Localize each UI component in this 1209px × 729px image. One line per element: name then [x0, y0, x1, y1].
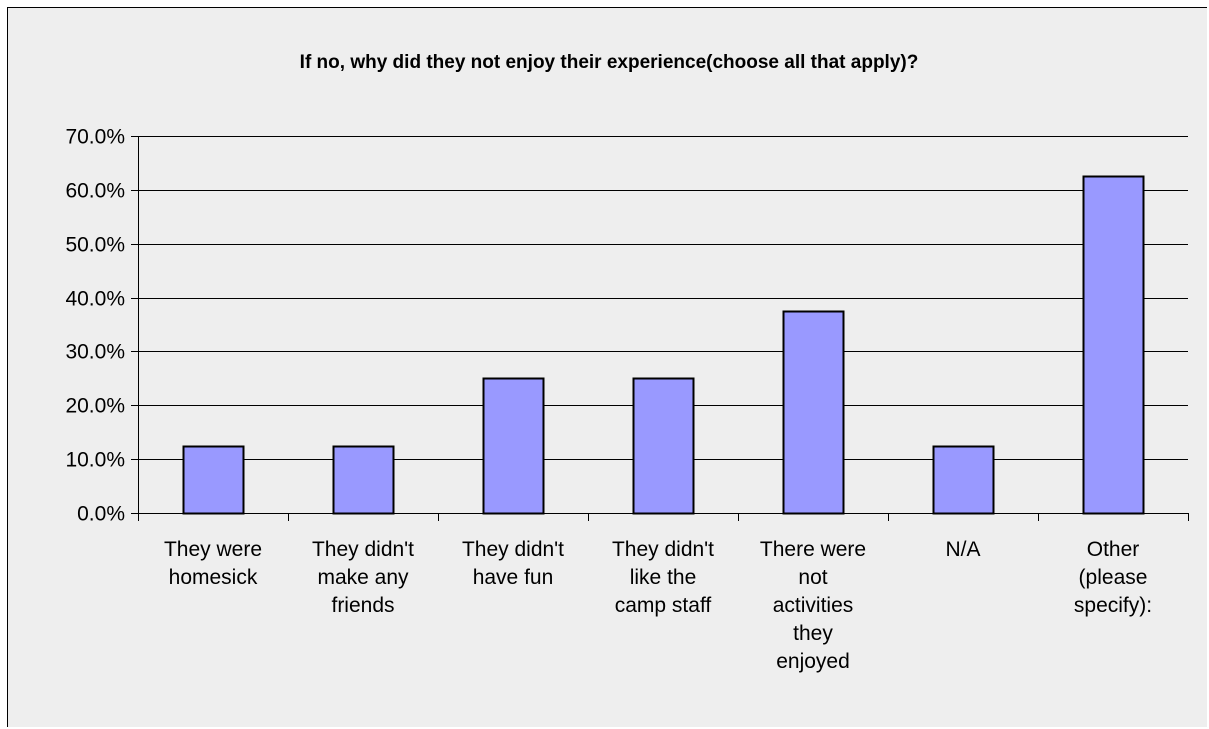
x-category-label: They didn't have fun: [462, 538, 564, 589]
y-tick-label: 70.0%: [65, 126, 125, 149]
x-category-label: They didn't like the camp staff: [612, 538, 714, 617]
chart-area: If no, why did they not enjoy their expe…: [7, 7, 1207, 727]
bar: [782, 310, 845, 515]
y-tick-label: 40.0%: [65, 288, 125, 311]
x-category-label: There were not activities they enjoyed: [760, 538, 866, 673]
x-category-label: They were homesick: [164, 538, 262, 589]
y-tick-label: 20.0%: [65, 395, 125, 418]
bar: [932, 445, 995, 515]
x-category-label: Other (please specify):: [1074, 538, 1152, 617]
bars: [182, 175, 1145, 515]
axes: [131, 136, 1189, 521]
x-category-label: They didn't make any friends: [312, 538, 414, 617]
bar: [632, 377, 695, 515]
y-tick-label: 30.0%: [65, 341, 125, 364]
y-tick-label: 10.0%: [65, 449, 125, 472]
gridlines: [138, 136, 1188, 460]
y-tick-label: 60.0%: [65, 180, 125, 203]
x-category-label: N/A: [945, 538, 980, 561]
bar-chart: If no, why did they not enjoy their expe…: [65, 52, 1189, 673]
bar: [182, 445, 245, 515]
bar: [332, 445, 395, 515]
y-tick-label: 0.0%: [77, 503, 125, 526]
bar: [482, 377, 545, 515]
chart-title: If no, why did they not enjoy their expe…: [300, 52, 919, 73]
bar: [1082, 175, 1145, 515]
y-tick-label: 50.0%: [65, 234, 125, 257]
y-axis-tick-labels: 0.0% 10.0% 20.0% 30.0% 40.0% 50.0% 60.0% 70.0%: [65, 126, 125, 526]
x-axis-category-labels: They were homesick They didn't make any frie…: [164, 538, 1152, 673]
